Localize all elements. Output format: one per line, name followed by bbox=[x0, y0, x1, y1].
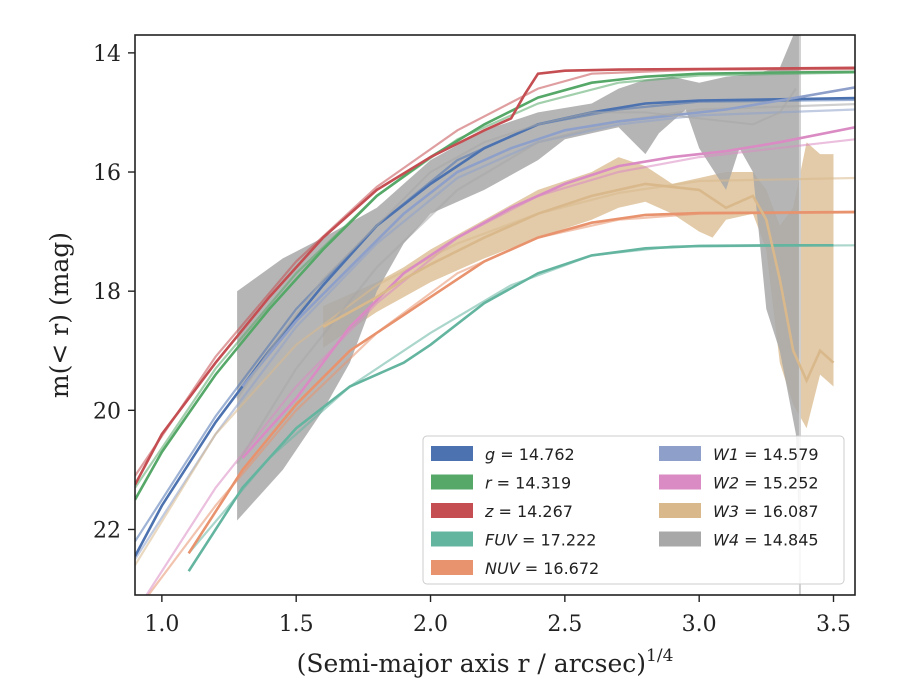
y-tick-label: 22 bbox=[93, 518, 121, 543]
model-curves bbox=[135, 67, 855, 595]
legend: g = 14.762 r = 14.319 z = 14.267 FUV = 17.2… bbox=[422, 435, 845, 585]
legend-item-z: z = 14.267 bbox=[431, 502, 573, 521]
x-tick-label: 2.0 bbox=[413, 612, 448, 637]
legend-item-fuv: FUV = 17.222 bbox=[431, 531, 596, 550]
legend-swatch-r bbox=[431, 474, 473, 490]
x-tick-label: 3.5 bbox=[816, 612, 851, 637]
legend-swatch-w4 bbox=[659, 531, 701, 547]
model-nuv bbox=[147, 211, 855, 595]
plot-frame bbox=[134, 34, 856, 596]
legend-swatch-g bbox=[431, 446, 473, 461]
y-tick-label: 14 bbox=[93, 42, 121, 67]
series-fuv bbox=[187, 244, 834, 572]
data-curves bbox=[135, 66, 855, 572]
y-tick-label: 16 bbox=[93, 161, 121, 186]
legend-label-w3: W3 = 16.087 bbox=[713, 502, 819, 521]
legend-swatch-w1 bbox=[659, 446, 701, 461]
legend-item-g: g = 14.762 bbox=[431, 445, 575, 464]
model-z bbox=[135, 67, 855, 477]
legend-item-nuv: NUV = 16.672 bbox=[431, 559, 599, 578]
y-axis-ticks: 14 16 18 20 22 bbox=[93, 42, 135, 543]
legend-label-z: z = 14.267 bbox=[484, 502, 573, 521]
x-tick-label: 2.5 bbox=[547, 612, 582, 637]
model-w3 bbox=[135, 176, 855, 566]
y-tick-label: 18 bbox=[93, 280, 121, 305]
legend-box bbox=[422, 435, 845, 585]
series-nuv bbox=[187, 210, 855, 555]
series-g bbox=[135, 96, 855, 557]
legend-swatch-nuv bbox=[431, 560, 473, 575]
legend-label-nuv: NUV = 16.672 bbox=[485, 559, 599, 578]
legend-label-w1: W1 = 14.579 bbox=[713, 445, 819, 464]
series-z bbox=[135, 66, 855, 486]
series-w3 bbox=[322, 182, 835, 384]
y-axis-label: m(< r) (mag) bbox=[45, 232, 74, 398]
legend-item-r: r = 14.319 bbox=[431, 474, 571, 493]
legend-label-g: g = 14.762 bbox=[485, 445, 575, 464]
x-tick-label: 3.0 bbox=[682, 612, 717, 637]
x-tick-label: 1.5 bbox=[279, 612, 314, 637]
model-w4 bbox=[236, 103, 855, 465]
legend-item-w2: W2 = 15.252 bbox=[659, 474, 819, 493]
series-r bbox=[135, 70, 855, 501]
series-w4 bbox=[236, 88, 797, 399]
legend-swatch-w3 bbox=[659, 503, 701, 518]
model-g bbox=[135, 98, 855, 542]
legend-item-w3: W3 = 16.087 bbox=[659, 502, 819, 521]
series-w2 bbox=[241, 126, 855, 459]
legend-swatch-fuv bbox=[431, 531, 473, 547]
x-axis-label: (Semi-major axis r / arcsec)1/4 bbox=[297, 646, 674, 678]
x-axis-ticks: 1.0 1.5 2.0 2.5 3.0 3.5 bbox=[144, 595, 851, 637]
legend-label-fuv: FUV = 17.222 bbox=[485, 531, 596, 550]
legend-swatch-w2 bbox=[659, 474, 701, 490]
legend-label-r: r = 14.319 bbox=[485, 474, 571, 493]
series-w1 bbox=[241, 86, 855, 388]
band-w4 bbox=[237, 35, 800, 560]
y-tick-label: 20 bbox=[93, 399, 121, 424]
legend-label-w4: W4 = 14.845 bbox=[713, 531, 819, 550]
x-tick-label: 1.0 bbox=[144, 612, 179, 637]
legend-item-w1: W1 = 14.579 bbox=[659, 445, 819, 464]
legend-label-w2: W2 = 15.252 bbox=[713, 474, 819, 493]
model-w1 bbox=[135, 108, 855, 560]
legend-item-w4: W4 = 14.845 bbox=[659, 531, 819, 550]
legend-swatch-z bbox=[431, 503, 473, 518]
